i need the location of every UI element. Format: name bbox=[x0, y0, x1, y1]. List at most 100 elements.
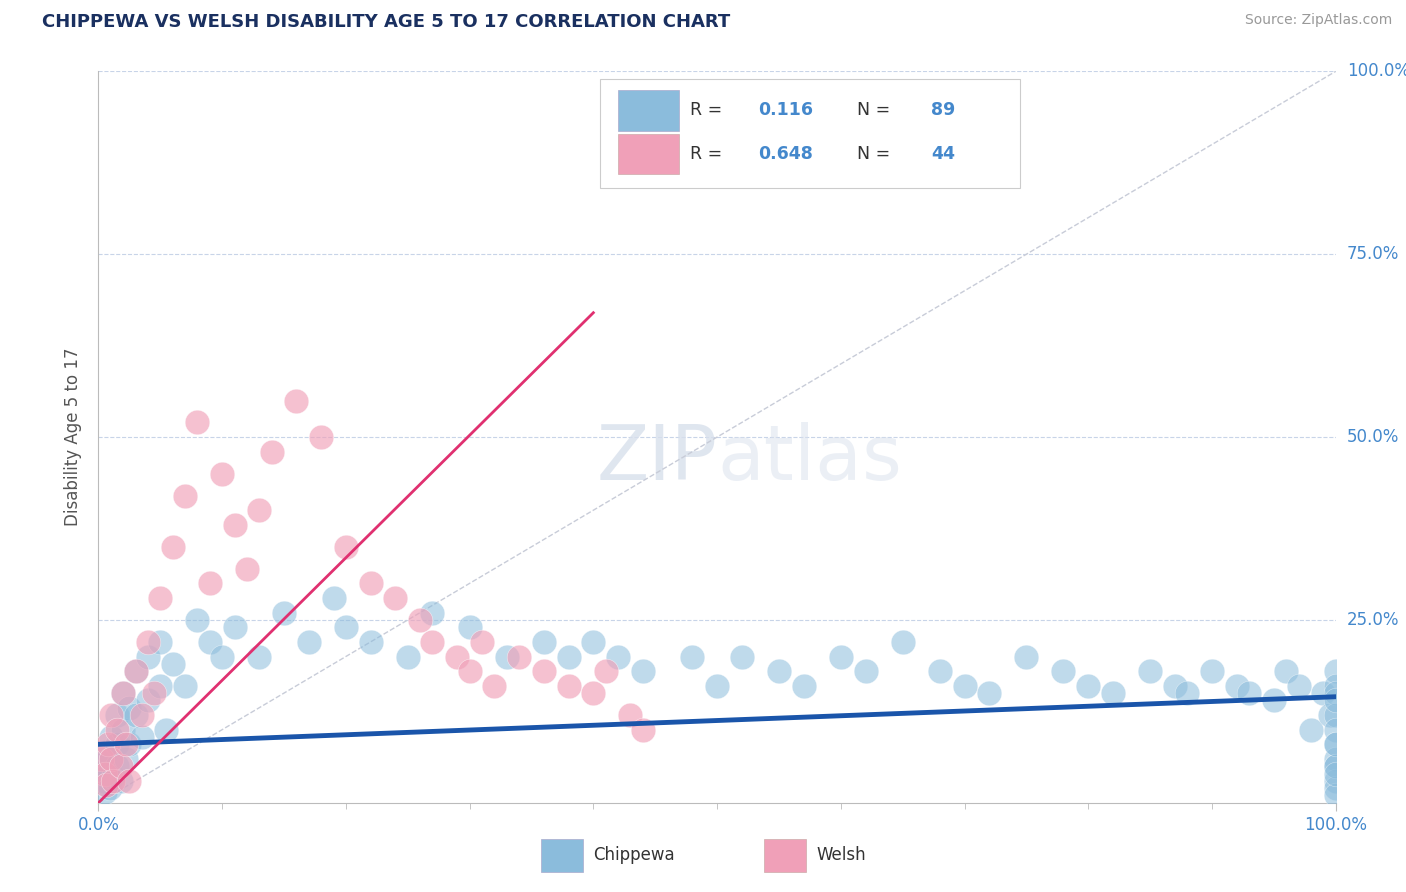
Point bbox=[124, 664, 146, 678]
Point bbox=[100, 752, 122, 766]
Point bbox=[118, 700, 141, 714]
Point bbox=[1324, 781, 1347, 796]
Point bbox=[136, 693, 159, 707]
Point bbox=[557, 649, 579, 664]
Point bbox=[360, 576, 382, 591]
Point bbox=[162, 657, 184, 671]
Point bbox=[136, 635, 159, 649]
Point bbox=[110, 773, 132, 788]
Text: R =: R = bbox=[690, 145, 727, 163]
Point bbox=[928, 664, 950, 678]
Point bbox=[285, 393, 308, 408]
Point bbox=[131, 708, 153, 723]
Point bbox=[706, 679, 728, 693]
Point bbox=[768, 664, 790, 678]
Point bbox=[1319, 708, 1341, 723]
Point bbox=[953, 679, 976, 693]
Point bbox=[105, 708, 128, 723]
Point bbox=[446, 649, 468, 664]
Point bbox=[1175, 686, 1198, 700]
Point bbox=[471, 635, 494, 649]
Text: R =: R = bbox=[690, 101, 727, 120]
Point bbox=[149, 679, 172, 693]
Point bbox=[1324, 766, 1347, 780]
Point bbox=[1015, 649, 1038, 664]
Point bbox=[1102, 686, 1125, 700]
Point bbox=[224, 620, 246, 634]
Point bbox=[335, 540, 357, 554]
Point bbox=[557, 679, 579, 693]
Point bbox=[979, 686, 1001, 700]
FancyBboxPatch shape bbox=[541, 839, 583, 871]
Point bbox=[458, 664, 481, 678]
Point bbox=[1324, 693, 1347, 707]
Point bbox=[1299, 723, 1322, 737]
Point bbox=[1324, 759, 1347, 773]
Point bbox=[322, 591, 344, 605]
Text: Chippewa: Chippewa bbox=[593, 847, 675, 864]
Point bbox=[186, 416, 208, 430]
Point bbox=[1324, 737, 1347, 751]
Point bbox=[484, 679, 506, 693]
Point bbox=[1226, 679, 1249, 693]
Point bbox=[409, 613, 432, 627]
Point bbox=[533, 635, 555, 649]
Point bbox=[100, 730, 122, 744]
Point bbox=[93, 785, 115, 799]
Point bbox=[1324, 708, 1347, 723]
Point bbox=[1324, 664, 1347, 678]
Point bbox=[422, 635, 444, 649]
Point bbox=[114, 737, 136, 751]
Point bbox=[335, 620, 357, 634]
Point bbox=[631, 723, 654, 737]
Point bbox=[98, 781, 121, 796]
Point bbox=[97, 737, 120, 751]
Point bbox=[174, 489, 197, 503]
FancyBboxPatch shape bbox=[619, 134, 679, 175]
Point bbox=[94, 777, 117, 792]
Text: 25.0%: 25.0% bbox=[1347, 611, 1399, 629]
Point bbox=[96, 745, 118, 759]
Point bbox=[149, 635, 172, 649]
Point bbox=[186, 613, 208, 627]
Point bbox=[458, 620, 481, 634]
Point bbox=[118, 773, 141, 788]
Point bbox=[422, 606, 444, 620]
FancyBboxPatch shape bbox=[763, 839, 806, 871]
Point bbox=[112, 686, 135, 700]
Point bbox=[143, 686, 166, 700]
Text: 0.116: 0.116 bbox=[758, 101, 813, 120]
Point bbox=[1201, 664, 1223, 678]
Point bbox=[260, 444, 283, 458]
Point bbox=[114, 752, 136, 766]
Point bbox=[100, 752, 122, 766]
FancyBboxPatch shape bbox=[599, 78, 1021, 188]
Point bbox=[105, 737, 128, 751]
Point bbox=[731, 649, 754, 664]
Point bbox=[1324, 752, 1347, 766]
Point bbox=[91, 752, 114, 766]
Point bbox=[384, 591, 406, 605]
Text: 50.0%: 50.0% bbox=[1347, 428, 1399, 446]
Point bbox=[112, 723, 135, 737]
Point bbox=[100, 708, 122, 723]
Point bbox=[112, 686, 135, 700]
Point bbox=[162, 540, 184, 554]
Text: atlas: atlas bbox=[717, 422, 901, 496]
Point bbox=[93, 766, 115, 780]
Point bbox=[236, 562, 259, 576]
Point bbox=[1164, 679, 1187, 693]
Point bbox=[105, 759, 128, 773]
Point bbox=[273, 606, 295, 620]
Text: 100.0%: 100.0% bbox=[1347, 62, 1406, 80]
Point bbox=[247, 503, 270, 517]
Point bbox=[1324, 773, 1347, 788]
Point bbox=[1237, 686, 1260, 700]
Point bbox=[118, 737, 141, 751]
Point bbox=[124, 708, 146, 723]
Point bbox=[97, 766, 120, 780]
Point bbox=[131, 730, 153, 744]
Point bbox=[1324, 737, 1347, 751]
Text: Welsh: Welsh bbox=[815, 847, 866, 864]
Point bbox=[1275, 664, 1298, 678]
